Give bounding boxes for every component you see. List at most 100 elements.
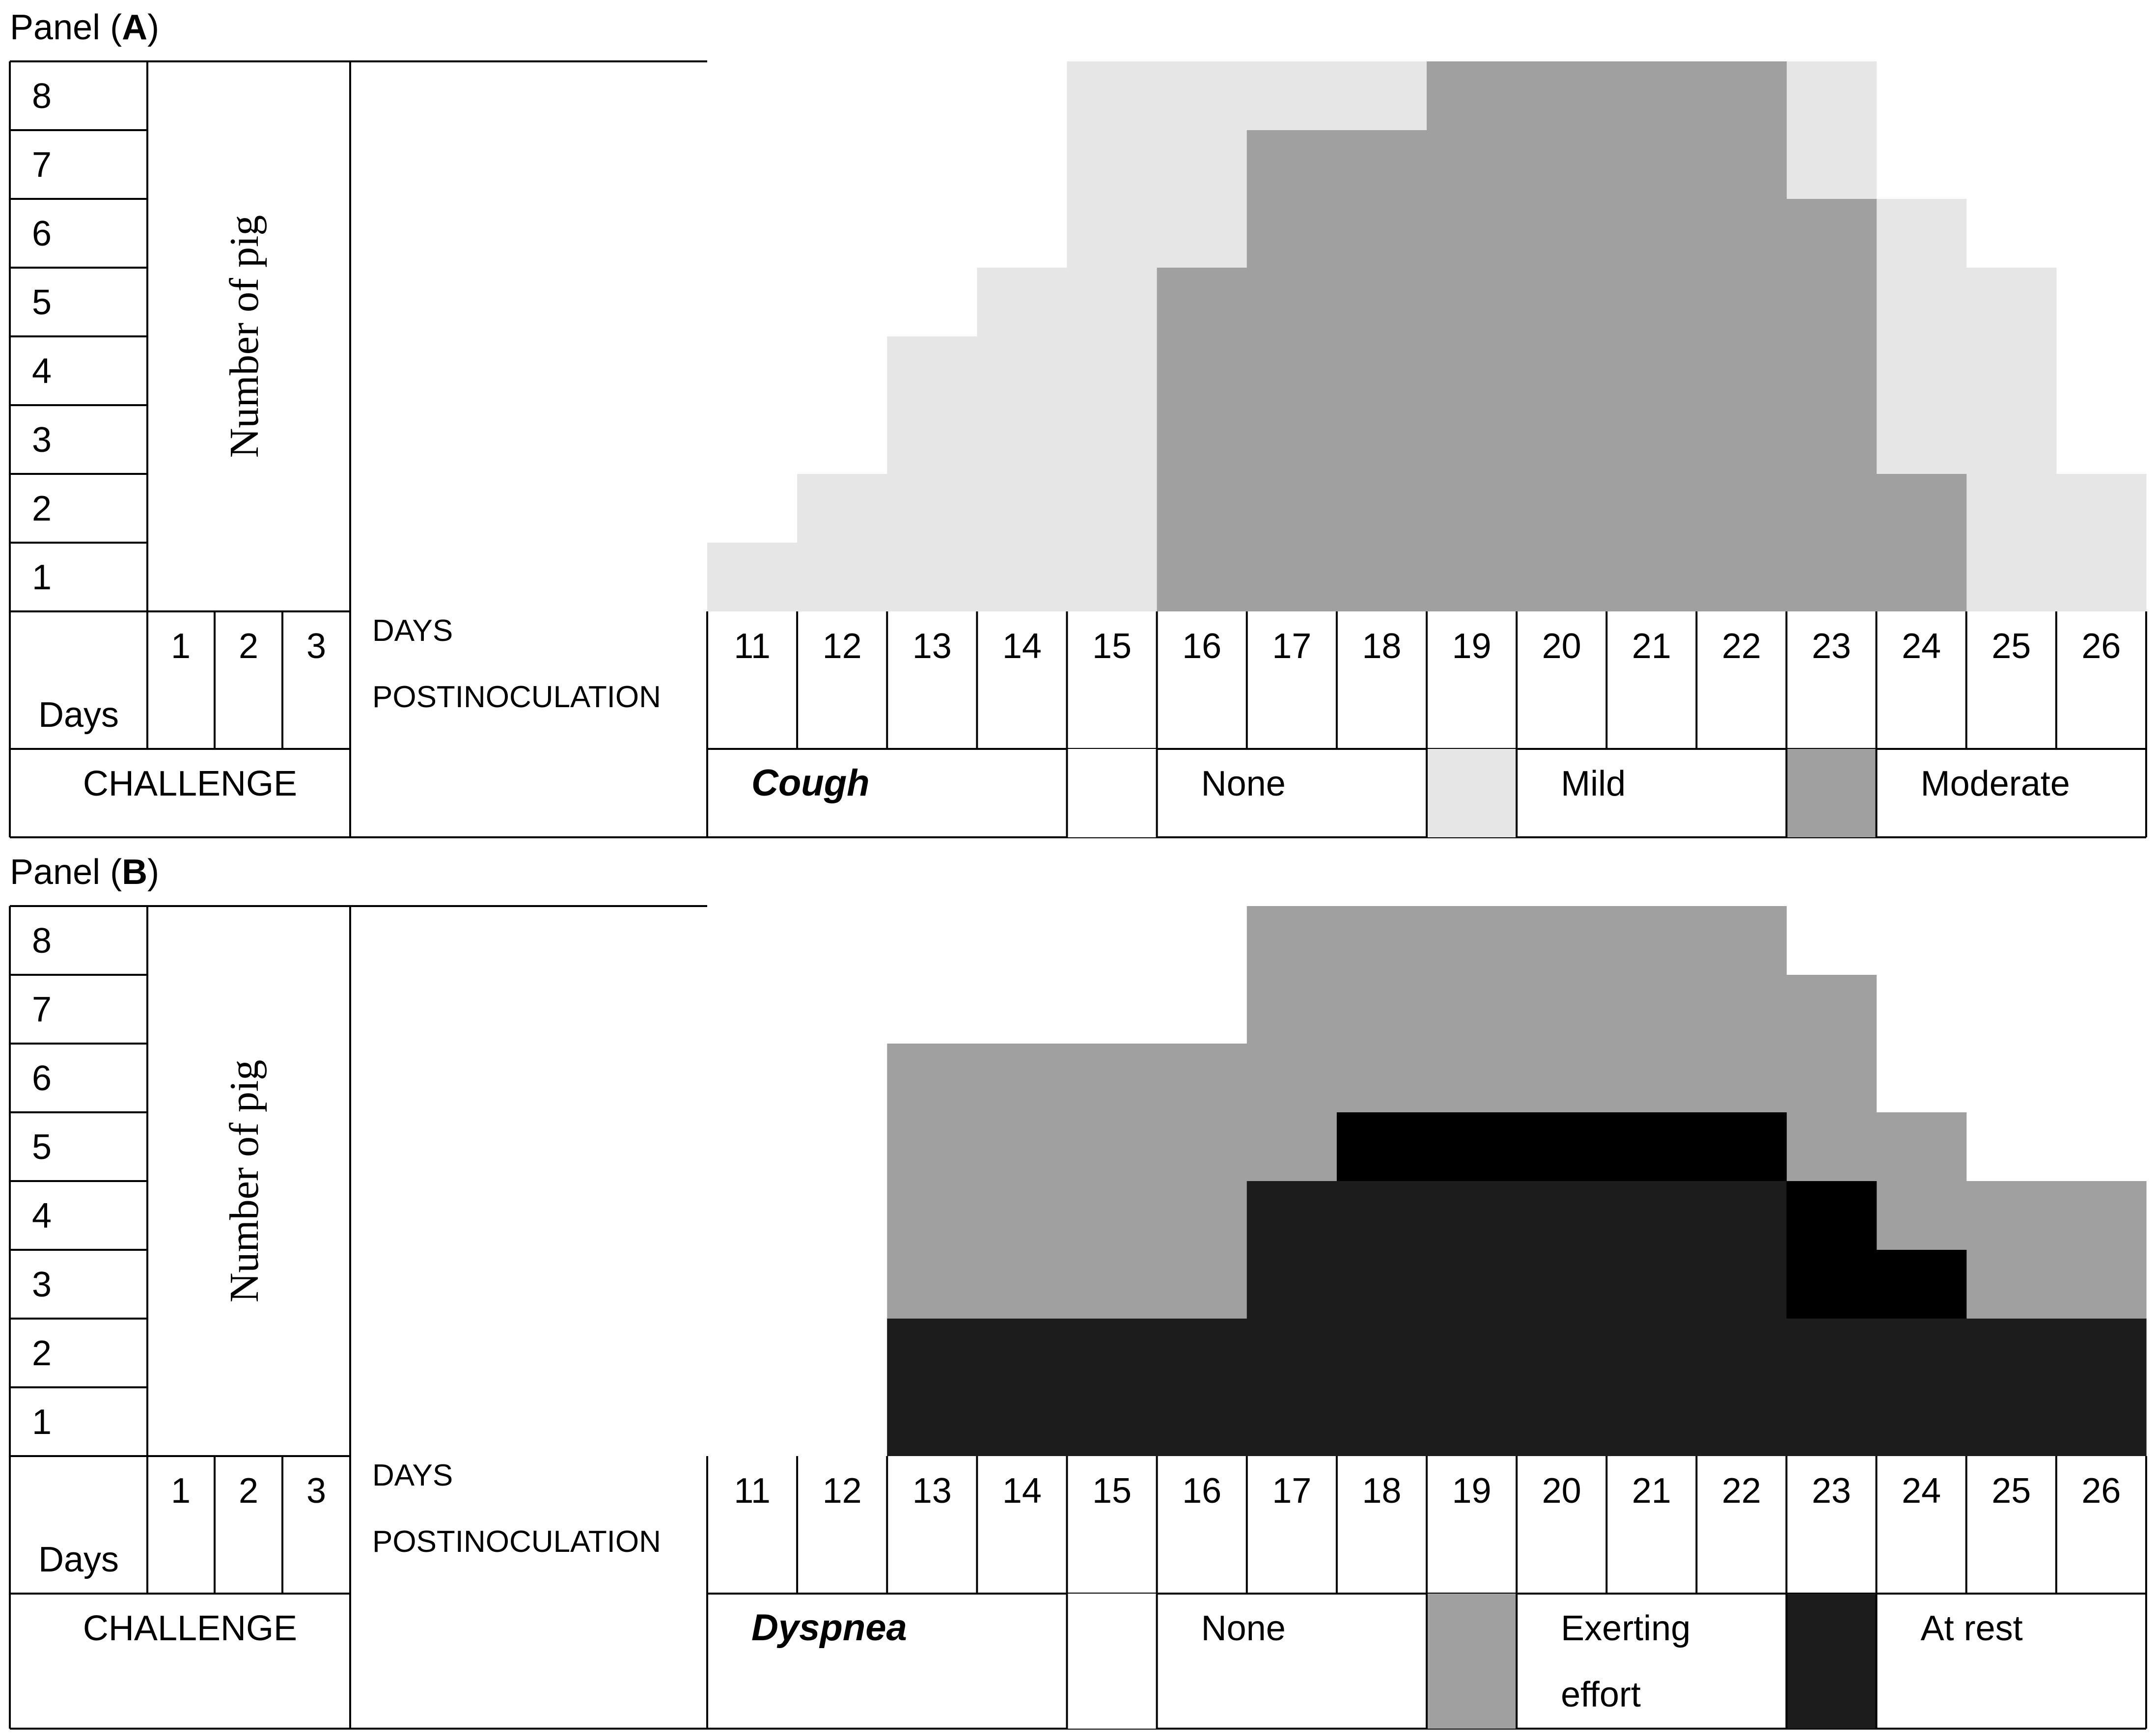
x-tick-label: 15 — [1092, 1471, 1132, 1511]
y-tick-label: 4 — [32, 352, 52, 391]
y-tick-label: 7 — [32, 990, 52, 1029]
legend-label-moderate: Moderate — [1921, 764, 2070, 803]
x-tick-label: 24 — [1902, 627, 1941, 666]
panel-title-suffix: ) — [147, 8, 159, 47]
data-bars — [887, 906, 2147, 1456]
y-tick-label: 1 — [32, 558, 52, 597]
y-tick-label: 7 — [32, 145, 52, 185]
x-tick-label: 16 — [1182, 1471, 1221, 1511]
bar-at_rest-day-16 — [1157, 1319, 1247, 1456]
x-tick-label: 21 — [1632, 1471, 1671, 1511]
x-tick-label: 17 — [1272, 1471, 1311, 1511]
x-tick-label: 25 — [1991, 1471, 2031, 1511]
x-tick-label: 19 — [1452, 1471, 1492, 1511]
x-tick-label: 11 — [734, 1471, 771, 1511]
legend-label-none: None — [1201, 1609, 1286, 1648]
y-axis-label: Number of pig — [221, 1060, 267, 1303]
bar-at_rest_overlay-day-21 — [1606, 1112, 1697, 1181]
bar-moderate-day-22 — [1696, 61, 1787, 611]
bar-at_rest-day-13 — [887, 1319, 977, 1456]
legend-label-at_rest: At rest — [1921, 1609, 2023, 1648]
challenge-day-label: 3 — [306, 1471, 326, 1511]
x-tick-label: 22 — [1722, 1471, 1761, 1511]
challenge-day-label: 2 — [239, 627, 258, 666]
bar-at_rest_overlay-day-22 — [1696, 1112, 1787, 1181]
y-tick-label: 8 — [32, 77, 52, 116]
x-tick-label: 24 — [1902, 1471, 1941, 1511]
challenge-day-label: 3 — [306, 627, 326, 666]
bar-mild-day-13 — [887, 336, 977, 611]
bar-at_rest-day-26 — [2056, 1319, 2147, 1456]
y-tick-label: 3 — [32, 420, 52, 460]
y-tick-label: 6 — [32, 1059, 52, 1098]
legend-swatch-at_rest — [1786, 1594, 1877, 1729]
x-tick-label: 21 — [1632, 627, 1671, 666]
bar-moderate-day-18 — [1336, 130, 1427, 611]
y-tick-label: 6 — [32, 214, 52, 253]
bar-at_rest-day-25 — [1966, 1319, 2057, 1456]
legend-swatch-exerting_effort — [1427, 1594, 1517, 1729]
challenge-day-label: 1 — [171, 1471, 191, 1511]
bar-at_rest_overlay-day-23 — [1786, 1181, 1877, 1319]
legend-swatch-none — [1067, 749, 1157, 837]
legend: Dyspnea None Exerting effort At rest — [706, 1594, 2023, 1729]
legend-label-exerting_effort: Exerting — [1561, 1609, 1690, 1648]
x-tick-label: 17 — [1272, 627, 1311, 666]
y-tick-label: 2 — [32, 1334, 52, 1373]
x-tick-label: 25 — [1991, 627, 2031, 666]
x-tick-label: 14 — [1002, 627, 1042, 666]
x-tick-label: 20 — [1542, 1471, 1581, 1511]
bar-mild-day-12 — [797, 474, 887, 611]
panel-title: Panel (B) — [10, 853, 159, 892]
x-tick-label: 18 — [1362, 627, 1401, 666]
legend-label-exerting_effort: effort — [1561, 1675, 1641, 1714]
bar-mild-day-15 — [1067, 61, 1158, 611]
challenge-label: CHALLENGE — [83, 764, 297, 803]
challenge-day-label: 1 — [171, 627, 191, 666]
legend: Cough None Mild Moderate — [706, 749, 2070, 837]
x-tick-label: 13 — [912, 1471, 952, 1511]
x-tick-label: 13 — [912, 627, 952, 666]
legend-swatch-moderate — [1786, 749, 1877, 837]
days-label: Days — [38, 695, 119, 735]
bar-mild-day-11 — [707, 543, 798, 611]
bar-at_rest-day-14 — [977, 1319, 1068, 1456]
bar-mild-day-26 — [2056, 474, 2147, 611]
y-tick-label: 5 — [32, 283, 52, 322]
y-tick-label: 5 — [32, 1128, 52, 1167]
y-tick-label: 8 — [32, 921, 52, 961]
bar-moderate-day-24 — [1876, 474, 1967, 611]
bar-at_rest-day-22 — [1696, 1181, 1787, 1456]
legend-swatch-none — [1067, 1594, 1157, 1729]
legend-symptom-title: Cough — [751, 762, 870, 804]
x-tick-label: 12 — [823, 627, 862, 666]
x-tick-label: 15 — [1092, 627, 1132, 666]
legend-symptom-title: Dyspnea — [751, 1607, 907, 1649]
bar-moderate-day-17 — [1246, 130, 1337, 611]
bar-at_rest_overlay-day-20 — [1517, 1112, 1607, 1181]
x-axis-label-line1: DAYS — [372, 1459, 453, 1492]
bar-moderate-day-16 — [1157, 268, 1247, 611]
x-tick-label: 14 — [1002, 1471, 1042, 1511]
y-tick-label: 4 — [32, 1196, 52, 1236]
legend-swatch-mild — [1427, 749, 1517, 837]
bar-at_rest-day-20 — [1517, 1181, 1607, 1456]
x-tick-label: 26 — [2081, 1471, 2121, 1511]
x-tick-label: 23 — [1812, 1471, 1851, 1511]
panel-title-suffix: ) — [147, 853, 159, 892]
bar-at_rest_overlay-day-19 — [1427, 1112, 1517, 1181]
y-tick-label: 1 — [32, 1403, 52, 1442]
panel-title-prefix: Panel ( — [10, 8, 122, 47]
panel-title: Panel (A) — [10, 8, 159, 47]
bar-mild-day-25 — [1966, 268, 2057, 611]
x-tick-label: 12 — [823, 1471, 862, 1511]
x-tick-label: 11 — [734, 627, 771, 666]
x-tick-label: 23 — [1812, 627, 1851, 666]
x-tick-label: 26 — [2081, 627, 2121, 666]
bar-moderate-day-20 — [1517, 61, 1607, 611]
bar-moderate-day-19 — [1427, 61, 1517, 611]
bar-at_rest-day-21 — [1606, 1181, 1697, 1456]
bar-at_rest-day-15 — [1067, 1319, 1158, 1456]
